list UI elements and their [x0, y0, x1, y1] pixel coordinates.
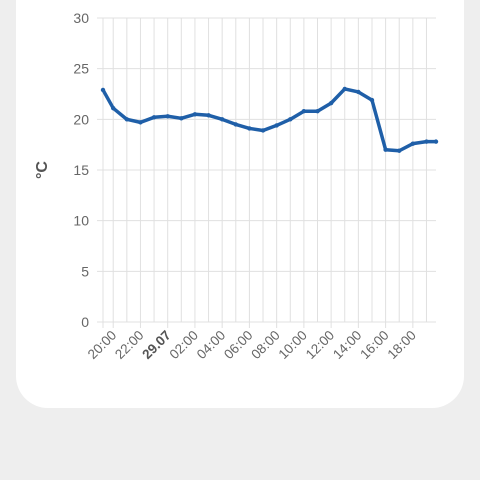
y-tick-label: 0 — [81, 314, 89, 330]
y-tick-label: 20 — [73, 111, 89, 127]
line-chart: 0 5 10 15 20 25 30 20:0022:0029.0702:0004:0006… — [34, 10, 439, 363]
data-point — [100, 87, 106, 93]
y-tick-label: 30 — [73, 10, 89, 26]
data-point — [274, 123, 279, 128]
data-point — [124, 117, 130, 122]
x-tick-label: 14:00 — [330, 328, 365, 363]
x-tick-label: 20:00 — [85, 328, 120, 363]
data-point — [165, 114, 170, 119]
data-point — [356, 89, 361, 95]
data-point — [433, 139, 439, 144]
y-tick-label: 10 — [73, 213, 89, 229]
data-point — [301, 109, 307, 114]
series — [100, 86, 439, 153]
data-point — [192, 112, 198, 117]
data-point — [383, 147, 388, 152]
data-point — [397, 148, 402, 153]
y-tick-label: 25 — [73, 61, 89, 77]
x-tick-label: 02:00 — [167, 328, 202, 363]
y-axis-ticks: 0 5 10 15 20 25 30 — [73, 10, 89, 330]
data-point — [219, 117, 225, 122]
x-tick-label: 18:00 — [384, 328, 419, 363]
y-tick-label: 5 — [81, 263, 89, 279]
x-tick-label: 29.07 — [139, 328, 174, 363]
y-tick-label: 15 — [73, 162, 89, 178]
x-tick-label: 08:00 — [248, 328, 283, 363]
grid — [97, 17, 436, 328]
data-point — [111, 105, 116, 111]
data-point — [315, 109, 320, 114]
data-point — [260, 128, 266, 133]
x-axis-ticks: 20:0022:0029.0702:0004:0006:0008:0010:00… — [85, 328, 419, 363]
x-tick-label: 06:00 — [221, 328, 256, 363]
data-point — [247, 126, 252, 131]
y-axis-title: °C — [34, 161, 51, 179]
data-point — [424, 139, 429, 144]
data-point — [206, 113, 211, 118]
data-point — [151, 115, 157, 120]
x-tick-label: 22:00 — [112, 328, 147, 363]
data-point — [328, 100, 334, 106]
data-point — [233, 122, 238, 127]
series-line — [101, 87, 438, 153]
data-point — [410, 141, 416, 146]
chart-card: 0 5 10 15 20 25 30 20:00 22:00 29.07 02:00 04:00 06… — [16, 0, 464, 408]
data-point — [179, 116, 184, 121]
x-tick-label: 16:00 — [357, 328, 392, 363]
data-point — [369, 97, 375, 103]
data-point — [288, 117, 293, 122]
x-tick-label: 04:00 — [194, 328, 229, 363]
x-tick-label: 10:00 — [276, 328, 311, 363]
data-point — [342, 86, 347, 92]
data-point — [138, 120, 143, 125]
x-tick-label: 12:00 — [303, 328, 338, 363]
